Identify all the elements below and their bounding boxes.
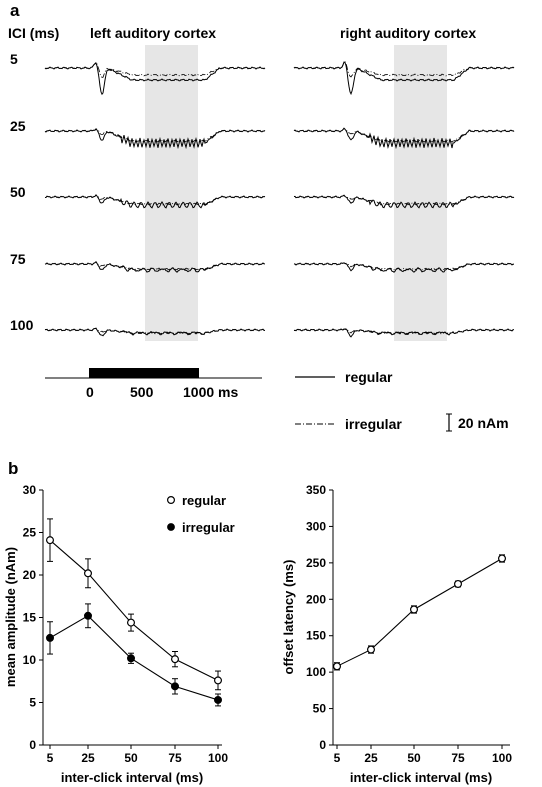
panel-label-b: b	[8, 459, 18, 478]
y-tick-label: 150	[306, 629, 326, 643]
trace-regular-left-25	[44, 128, 266, 150]
series-line-series	[336, 558, 503, 667]
x-tick-label: 5	[47, 751, 54, 765]
y-tick-label: 250	[306, 556, 326, 570]
data-point	[454, 579, 463, 588]
x-tick-label: 100	[208, 751, 228, 765]
data-point	[410, 605, 419, 614]
ici-row-label-100: 100	[10, 317, 34, 333]
y-tick-label: 25	[23, 526, 37, 540]
data-point	[333, 662, 342, 671]
scale-bar-label: 20 nAm	[458, 415, 509, 431]
y-tick-label: 30	[23, 483, 37, 497]
legend-regular-text: regular	[182, 493, 226, 508]
trace-regular-right-5	[293, 61, 515, 96]
y-tick-label: 20	[23, 568, 37, 582]
legend-irregular-text: irregular	[182, 520, 235, 535]
time-tick-500: 500	[130, 384, 154, 400]
analysis-window-left	[145, 45, 198, 341]
panel-label-a: a	[10, 1, 20, 20]
x-tick-label: 75	[168, 751, 182, 765]
amplitude-chart: mean amplitude (nAm) inter-click interva…	[3, 483, 235, 785]
y-axis-label: mean amplitude (nAm)	[3, 547, 18, 687]
scale-bar	[446, 413, 452, 432]
data-point	[45, 536, 54, 545]
stimulus-bar	[89, 368, 199, 378]
trace-regular-right-75	[293, 262, 515, 273]
ici-row-label-75: 75	[10, 251, 26, 267]
x-tick-label: 100	[492, 751, 512, 765]
ici-row-label-25: 25	[10, 118, 26, 134]
ici-header: ICI (ms)	[8, 25, 59, 41]
y-axis-label: offset latency (ms)	[281, 560, 296, 675]
data-point	[171, 682, 180, 691]
trace-regular-left-75	[44, 261, 265, 273]
y-tick-label: 10	[23, 653, 37, 667]
x-tick-label: 5	[334, 751, 341, 765]
x-axis-label: inter-click interval (ms)	[61, 770, 203, 785]
y-tick-label: 350	[306, 483, 326, 497]
y-tick-label: 5	[29, 696, 36, 710]
x-tick-label: 75	[451, 751, 465, 765]
trace-regular-left-100	[44, 327, 265, 337]
x-tick-label: 25	[81, 751, 95, 765]
trace-regular-right-100	[293, 328, 515, 338]
y-tick-label: 100	[306, 665, 326, 679]
legend-irregular-marker	[167, 523, 175, 531]
time-tick-0: 0	[86, 384, 94, 400]
x-axis-label: inter-click interval (ms)	[350, 770, 492, 785]
hemisphere-title-left: left auditory cortex	[90, 25, 216, 41]
data-point	[214, 676, 223, 685]
data-point	[83, 569, 92, 578]
y-tick-label: 300	[306, 519, 326, 533]
data-point	[171, 655, 180, 664]
legend-irregular-label: irregular	[345, 416, 402, 432]
data-point	[498, 554, 507, 563]
y-tick-label: 0	[29, 738, 36, 752]
time-tick-1000: 1000 ms	[183, 384, 238, 400]
data-point	[45, 633, 54, 642]
x-tick-label: 25	[364, 751, 378, 765]
hemisphere-title-right: right auditory cortex	[340, 25, 476, 41]
trace-regular-left-50	[44, 194, 266, 209]
legend-regular-marker	[167, 496, 176, 505]
data-point	[126, 618, 135, 627]
analysis-window-right	[394, 45, 447, 341]
legend-regular-label: regular	[345, 369, 393, 385]
trace-regular-right-25	[293, 127, 515, 150]
data-point	[126, 654, 135, 663]
data-point	[83, 611, 92, 620]
latency-chart: offset latency (ms) inter-click interval…	[281, 483, 512, 785]
x-tick-label: 50	[407, 751, 421, 765]
ici-row-label-5: 5	[10, 51, 18, 67]
data-point	[367, 645, 376, 654]
y-tick-label: 0	[319, 738, 326, 752]
waveform-traces	[44, 61, 515, 338]
y-tick-label: 50	[313, 702, 327, 716]
trace-irregular-left-100	[44, 327, 265, 335]
data-point	[214, 695, 223, 704]
trace-regular-left-5	[44, 62, 266, 96]
x-tick-label: 50	[124, 751, 138, 765]
trace-regular-right-50	[293, 194, 515, 209]
y-tick-label: 15	[23, 611, 37, 625]
y-tick-label: 200	[306, 592, 326, 606]
ici-row-label-50: 50	[10, 184, 26, 200]
